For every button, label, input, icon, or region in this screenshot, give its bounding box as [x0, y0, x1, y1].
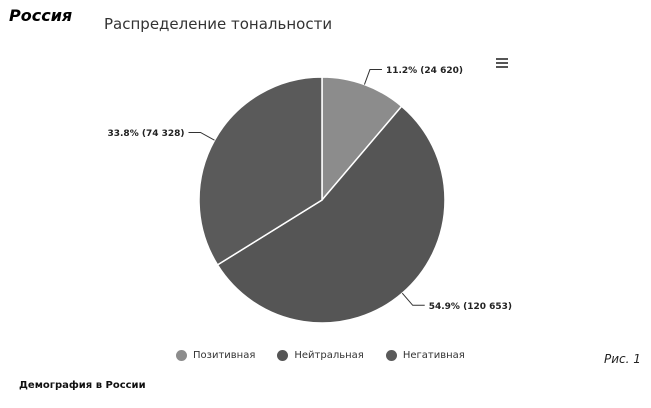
- figure-caption: Рис. 1: [604, 352, 641, 366]
- data-label-positive: 11.2% (24 620): [386, 66, 463, 76]
- legend-label-negative: Негативная: [402, 350, 465, 361]
- connector-positive: [363, 69, 382, 85]
- data-label-neutral: 54.9% (120 653): [429, 302, 512, 312]
- pie-slice-positive[interactable]: [321, 76, 403, 203]
- chart-legend: Позитивная Нейтральная Негативная: [176, 350, 465, 361]
- legend-label-neutral: Нейтральная: [294, 350, 364, 361]
- legend-item-neutral[interactable]: Нейтральная: [277, 350, 364, 361]
- footer-text: Демография в России: [19, 380, 146, 391]
- connector-neutral: [401, 292, 425, 306]
- legend-item-negative[interactable]: Негативная: [385, 350, 465, 361]
- legend-marker-neutral: [277, 350, 289, 361]
- data-label-negative: 33.8% (74 328): [107, 129, 184, 139]
- pie-slice-negative[interactable]: [198, 76, 323, 266]
- connector-negative: [188, 131, 215, 141]
- chart-menu-icon[interactable]: [490, 54, 514, 72]
- page-label: Россия: [9, 6, 73, 25]
- legend-label-positive: Позитивная: [193, 350, 256, 361]
- legend-item-positive[interactable]: Позитивная: [176, 350, 255, 361]
- chart-title: Распределение тональности: [104, 15, 333, 33]
- legend-marker-negative: [385, 350, 397, 361]
- legend-marker-positive: [176, 350, 187, 361]
